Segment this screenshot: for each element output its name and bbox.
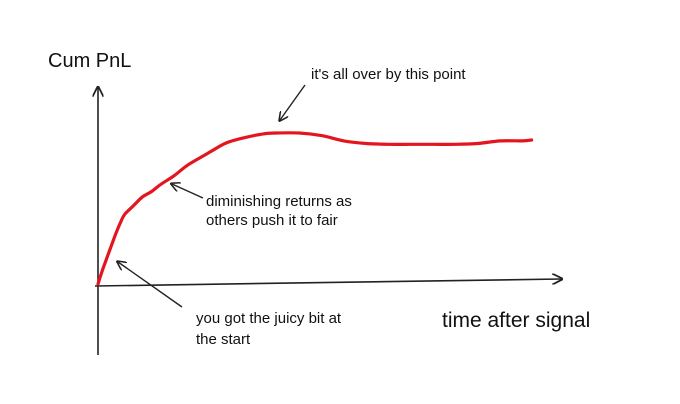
- axes: [95, 88, 561, 355]
- annotation-top: it's all over by this point: [311, 66, 466, 83]
- annotation-arrows: [118, 84, 306, 308]
- x-axis-label: time after signal: [442, 309, 590, 332]
- series-line-cum-pnl: [96, 131, 534, 286]
- annotation-arrow-middle: [172, 184, 204, 199]
- annotation-arrow-top: [280, 84, 306, 120]
- y-axis-label: Cum PnL: [48, 50, 131, 72]
- annotation-middle: diminishing returns as others push it to…: [206, 193, 356, 229]
- annotation-bottom: you got the juicy bit at the start: [196, 310, 345, 348]
- x-axis: [94, 279, 561, 287]
- annotation-arrow-bottom: [118, 262, 183, 308]
